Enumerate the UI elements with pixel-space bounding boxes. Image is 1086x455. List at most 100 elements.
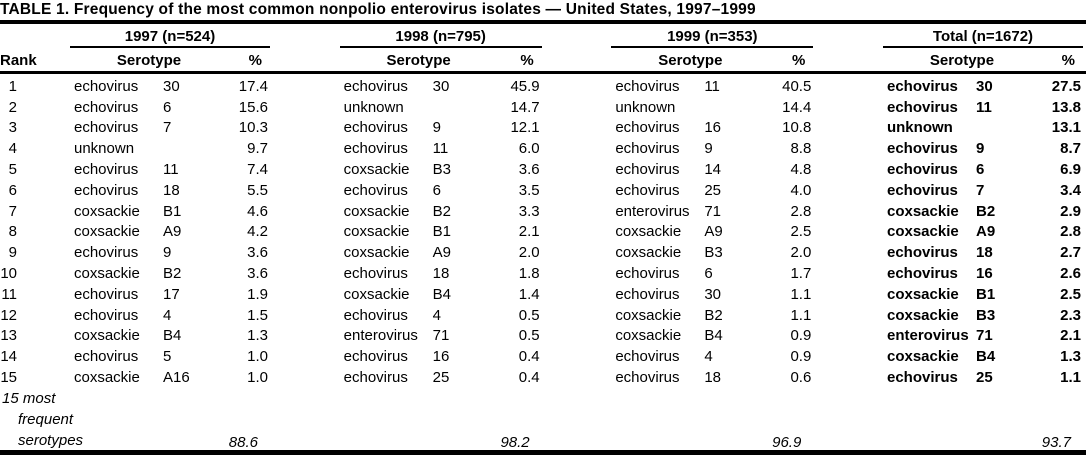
serotype-name: coxsackie <box>74 265 140 283</box>
serotype-number: 9 <box>704 140 713 158</box>
serotype-number: 30 <box>432 77 450 95</box>
serotype-1997: echovirus 5 <box>74 348 206 365</box>
cell-1997: echovirus 17 1.9 <box>70 286 270 303</box>
serotype-name: coxsackie <box>343 202 410 220</box>
cell-total: echovirus 11 13.8 <box>883 99 1083 116</box>
rank-value: 5 <box>8 161 17 179</box>
serotype-name: echovirus <box>886 265 958 283</box>
column-headers-1998: Serotype % <box>340 52 542 69</box>
serotype-1997: echovirus 11 <box>74 161 206 178</box>
cell-1998: coxsackie B1 2.1 <box>340 223 542 240</box>
serotype-1999: coxsackie B3 <box>615 244 749 261</box>
serotype-name: echovirus <box>615 285 680 303</box>
serotype-1998: echovirus 9 <box>344 119 478 136</box>
percent-1997: 1.3 <box>247 327 268 345</box>
cell-1998: coxsackie B3 3.6 <box>340 161 542 178</box>
column-header-row: Rank Serotype % Serotype % Serotype % Se… <box>0 48 1086 71</box>
serotype-1997: coxsackie B4 <box>74 327 206 344</box>
serotype-header: Serotype <box>116 52 182 69</box>
serotype-1999: coxsackie A9 <box>615 223 749 240</box>
cell-1997: coxsackie B2 3.6 <box>70 265 270 282</box>
serotype-name: echovirus <box>615 119 680 137</box>
cell-1998: coxsackie B2 3.3 <box>340 203 542 220</box>
serotype-1997: coxsackie A9 <box>74 223 206 240</box>
rank-cell: 14 <box>0 348 70 365</box>
serotype-number: 71 <box>975 327 993 345</box>
serotype-1999: echovirus 18 <box>615 369 749 386</box>
percent-1999: 4.8 <box>790 161 812 179</box>
cell-1997: unknown 9.7 <box>70 140 270 157</box>
serotype-name: echovirus <box>74 285 139 303</box>
serotype-name: enterovirus <box>886 327 969 345</box>
cell-1999: echovirus 6 1.7 <box>611 265 813 282</box>
summary-label-line3: serotypes <box>18 431 84 449</box>
serotype-name: coxsackie <box>886 348 959 366</box>
serotype-total: echovirus 18 <box>887 244 1019 261</box>
serotype-name: echovirus <box>343 306 408 324</box>
cell-1997: echovirus 9 3.6 <box>70 244 270 261</box>
serotype-number: 9 <box>975 140 985 158</box>
serotype-name: coxsackie <box>343 244 410 262</box>
table-row: 3 echovirus 7 10.3 echovirus 9 12.1 echovi… <box>0 118 1086 139</box>
percent-1999: 10.8 <box>782 119 812 137</box>
serotype-number: B3 <box>432 161 452 179</box>
serotype-1997: echovirus 17 <box>74 286 206 303</box>
percent-1997: 1.5 <box>247 306 268 324</box>
serotype-1997: echovirus 18 <box>74 182 206 199</box>
serotype-number: 30 <box>163 77 180 95</box>
percent-1997: 4.6 <box>247 202 268 220</box>
serotype-name: unknown <box>615 98 676 116</box>
serotype-total: echovirus 11 <box>887 99 1019 116</box>
percent-1997: 9.7 <box>247 140 268 158</box>
percent-header: % <box>1061 52 1075 69</box>
summary-row: 15 most frequent serotypes 88.6 98.2 96.… <box>0 388 1086 451</box>
serotype-total: echovirus 9 <box>887 140 1019 157</box>
percent-1999: 8.8 <box>790 140 812 158</box>
serotype-name: echovirus <box>886 244 958 262</box>
serotype-1999: echovirus 4 <box>615 348 749 365</box>
serotype-name: echovirus <box>343 77 408 95</box>
cell-total: coxsackie B4 1.3 <box>883 348 1083 365</box>
serotype-number: 30 <box>704 285 722 303</box>
rank-value: 13 <box>0 327 17 345</box>
serotype-total: coxsackie B4 <box>887 348 1019 365</box>
rank-cell: 11 <box>0 286 70 303</box>
serotype-number: 25 <box>432 369 450 387</box>
serotype-number: B1 <box>975 285 996 303</box>
serotype-number: A16 <box>163 369 190 387</box>
serotype-1997: coxsackie B1 <box>74 203 206 220</box>
serotype-1999: coxsackie B4 <box>615 327 749 344</box>
cell-1998: echovirus 11 6.0 <box>340 140 542 157</box>
percent-total: 2.6 <box>1060 265 1081 283</box>
rank-cell: 2 <box>0 99 70 116</box>
cell-1999: coxsackie B3 2.0 <box>611 244 813 261</box>
table-row: 13 coxsackie B4 1.3 enterovirus 71 0.5 cox… <box>0 326 1086 347</box>
serotype-number: 16 <box>975 265 993 283</box>
percent-1998: 3.6 <box>518 161 540 179</box>
cell-1998: echovirus 16 0.4 <box>340 348 542 365</box>
serotype-name: unknown <box>343 98 404 116</box>
cell-total: coxsackie B1 2.5 <box>883 286 1083 303</box>
table-row: 12 echovirus 4 1.5 echovirus 4 0.5 coxsack… <box>0 305 1086 326</box>
percent-1999: 2.5 <box>790 223 812 241</box>
serotype-name: echovirus <box>886 140 958 158</box>
serotype-number: 6 <box>432 181 441 199</box>
serotype-number: 6 <box>163 98 172 116</box>
cell-1997: echovirus 6 15.6 <box>70 99 270 116</box>
serotype-1997: coxsackie A16 <box>74 369 206 386</box>
percent-1999: 0.9 <box>790 327 812 345</box>
serotype-name: echovirus <box>886 369 958 387</box>
serotype-number: 11 <box>975 98 992 116</box>
cell-1997: coxsackie B4 1.3 <box>70 327 270 344</box>
serotype-number: 16 <box>432 348 450 366</box>
summary-label-cell: 15 most frequent serotypes <box>0 388 83 451</box>
serotype-number: 11 <box>432 140 449 158</box>
serotype-1998: echovirus 25 <box>344 369 478 386</box>
summary-percent-1998: 98.2 <box>500 433 530 451</box>
rank-value: 9 <box>8 244 17 262</box>
percent-1997: 10.3 <box>238 119 268 137</box>
serotype-number: 16 <box>704 119 722 137</box>
serotype-1998: echovirus 11 <box>344 140 478 157</box>
serotype-1999: echovirus 30 <box>615 286 749 303</box>
rank-value: 11 <box>1 285 17 303</box>
